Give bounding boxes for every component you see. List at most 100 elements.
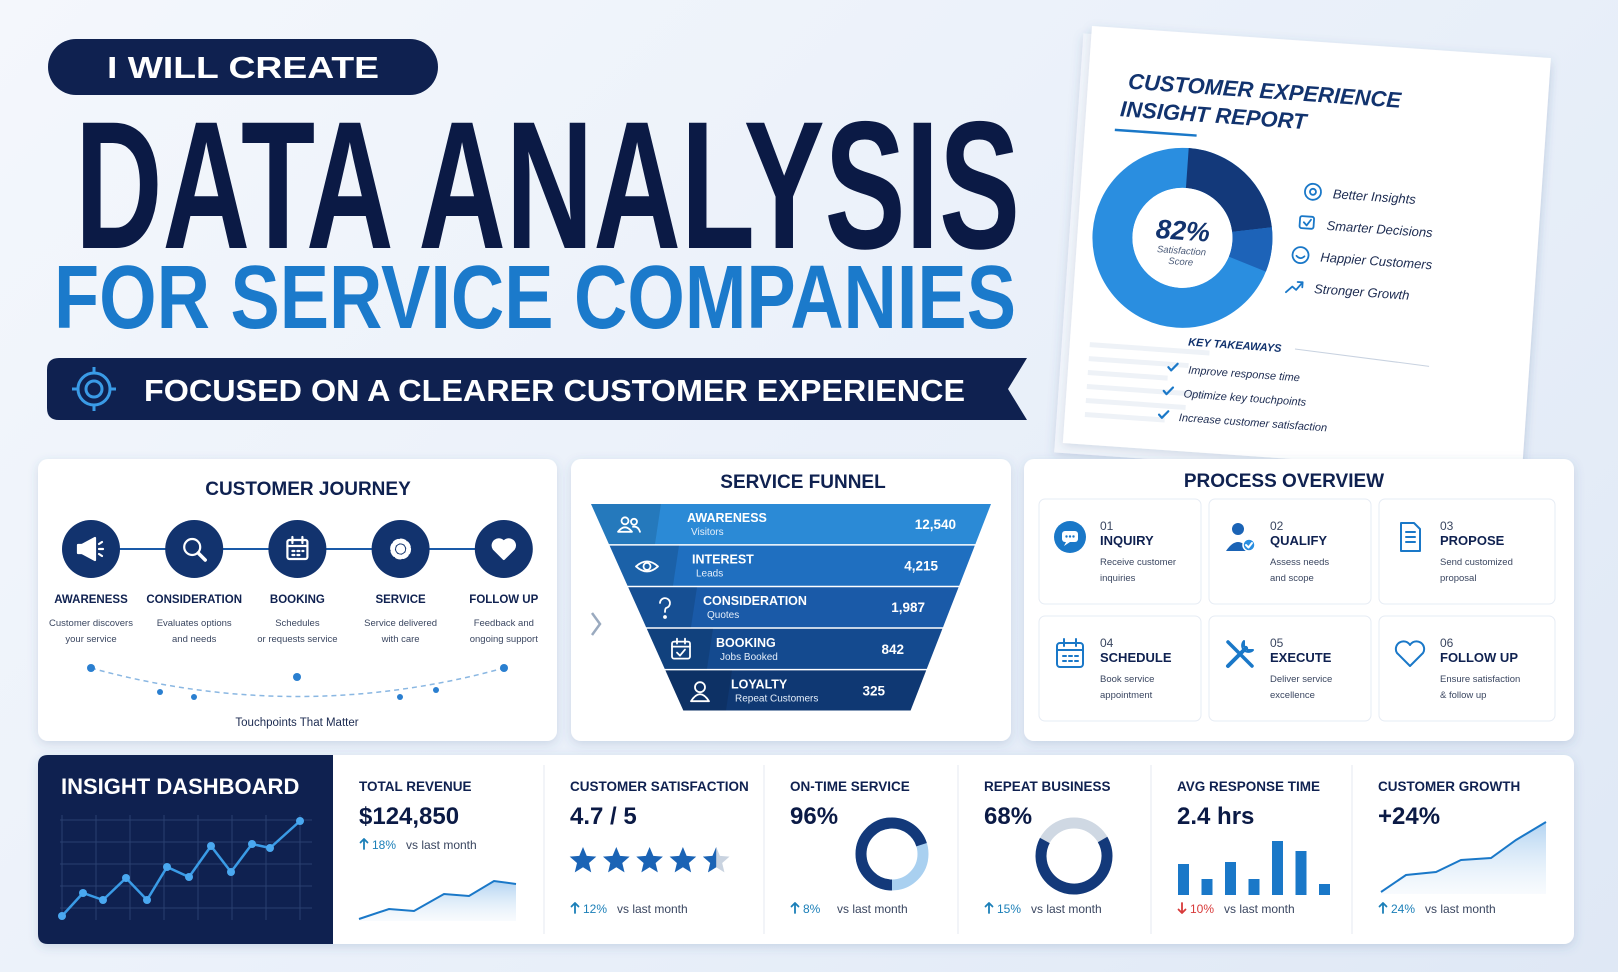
trend-arrow	[570, 902, 580, 914]
kpi-bar	[1272, 841, 1283, 895]
process-label: QUALIFY	[1270, 533, 1327, 548]
trend-arrow-part	[1177, 902, 1187, 914]
process-label: EXECUTE	[1270, 650, 1332, 665]
funnel-icon-part	[642, 562, 652, 571]
trend-arrow-part	[570, 902, 580, 914]
stage-sub: Repeat Customers	[735, 693, 818, 704]
stage-value: 1,987	[891, 600, 925, 615]
kpi-change: 10%	[1190, 902, 1214, 916]
kpi-compare: vs last month	[1425, 902, 1496, 916]
stage-value: 325	[862, 683, 885, 698]
kpi-value: 68%	[984, 803, 1032, 830]
process-title: PROCESS OVERVIEW	[1184, 471, 1384, 492]
kpi-change: 24%	[1391, 902, 1415, 916]
process-desc: and scope	[1270, 573, 1314, 584]
trend-arrow-part	[359, 838, 369, 850]
dash-point	[163, 863, 171, 871]
kpi-bar	[1319, 884, 1330, 895]
step-icon	[286, 535, 309, 561]
process-num: 06	[1440, 636, 1454, 650]
kpi-label: AVG RESPONSE TIME	[1177, 779, 1320, 794]
process-icon-part	[1400, 522, 1421, 552]
stage-label: LOYALTY	[731, 677, 788, 691]
dash-point	[296, 817, 304, 825]
stage-value: 4,215	[904, 559, 938, 574]
kpi-bar	[1295, 851, 1307, 895]
dashboard-title: INSIGHT DASHBOARD	[61, 774, 299, 799]
process-num: 03	[1440, 519, 1454, 533]
chevron	[590, 612, 602, 636]
donut-segment	[1092, 147, 1273, 328]
process-label: PROPOSE	[1440, 533, 1505, 548]
process-icon	[1056, 638, 1084, 668]
process-desc: appointment	[1100, 690, 1153, 701]
trend-arrow	[359, 838, 369, 850]
step-desc: Schedules	[275, 618, 320, 629]
funnel-icon	[635, 560, 659, 573]
process-desc: Send customized	[1440, 557, 1513, 568]
stage-label: CONSIDERATION	[703, 594, 807, 608]
kpi-value: $124,850	[359, 803, 459, 830]
benefit-icon	[1291, 246, 1310, 265]
benefit-icon-part	[1309, 187, 1317, 196]
dash-point	[99, 896, 107, 904]
score-label: Score	[1168, 256, 1194, 269]
stage-label: AWARENESS	[687, 511, 767, 525]
step-desc: your service	[65, 634, 116, 645]
kpi-bar	[1178, 864, 1189, 895]
funnel-icon-band	[646, 628, 713, 669]
kpi-label: ON-TIME SERVICE	[790, 779, 910, 794]
touchpoint-dot	[191, 694, 197, 700]
kpi-compare: vs last month	[1031, 902, 1102, 916]
step-label: BOOKING	[270, 594, 325, 606]
dash-point	[185, 873, 193, 881]
process-icon-part	[1241, 640, 1254, 653]
process-num: 05	[1270, 636, 1284, 650]
title-underline	[1114, 128, 1197, 137]
check-icon	[1162, 386, 1175, 396]
touchpoint-dot	[433, 687, 439, 693]
stage-sub: Visitors	[691, 527, 724, 538]
kpi-compare: vs last month	[837, 902, 908, 916]
process-icon-part	[1065, 535, 1068, 538]
check-icon	[1167, 362, 1179, 372]
dash-point	[122, 874, 130, 882]
trend-arrow-part	[790, 902, 800, 914]
touchpoint-dot	[293, 673, 301, 681]
touchpoint-dot	[500, 664, 508, 672]
kpi-value: 4.7 / 5	[570, 803, 637, 830]
funnel-stage	[591, 504, 991, 545]
step-icon-part	[390, 538, 412, 560]
benefit-icon	[1298, 215, 1315, 230]
process-label: FOLLOW UP	[1440, 650, 1518, 665]
donut-segment	[1092, 147, 1273, 328]
step-icon-part	[183, 537, 202, 557]
banner-text: FOCUSED ON A CLEARER CUSTOMER EXPERIENCE	[144, 373, 965, 408]
step-circle	[165, 520, 224, 578]
step-desc: Service delivered	[364, 618, 437, 629]
process-num: 01	[1100, 519, 1114, 533]
touchpoint-arc	[90, 667, 505, 698]
process-icon-part	[1242, 538, 1256, 552]
badge-text: I WILL CREATE	[107, 50, 379, 85]
kpi-bar	[1225, 862, 1236, 895]
step-icon-part	[76, 543, 85, 555]
step-icon	[491, 538, 516, 561]
funnel-icon-part	[620, 516, 630, 526]
placeholder-line	[1089, 342, 1210, 356]
benefit-icon	[1304, 182, 1322, 201]
journey-footer: Touchpoints That Matter	[235, 717, 358, 729]
step-circle	[268, 520, 327, 578]
process-desc: Book service	[1100, 674, 1154, 685]
step-icon-part	[491, 538, 516, 561]
funnel-icon-band	[665, 670, 732, 711]
process-card	[1378, 498, 1556, 605]
funnel-icon	[659, 597, 671, 619]
benefit-icon-part	[1295, 254, 1306, 259]
trend-arrow-part	[984, 902, 994, 914]
kpi-compare: vs last month	[617, 902, 688, 916]
step-label: SERVICE	[375, 594, 426, 606]
score-label: Satisfaction	[1157, 244, 1207, 258]
process-num: 02	[1270, 519, 1284, 533]
step-icon	[390, 538, 412, 560]
